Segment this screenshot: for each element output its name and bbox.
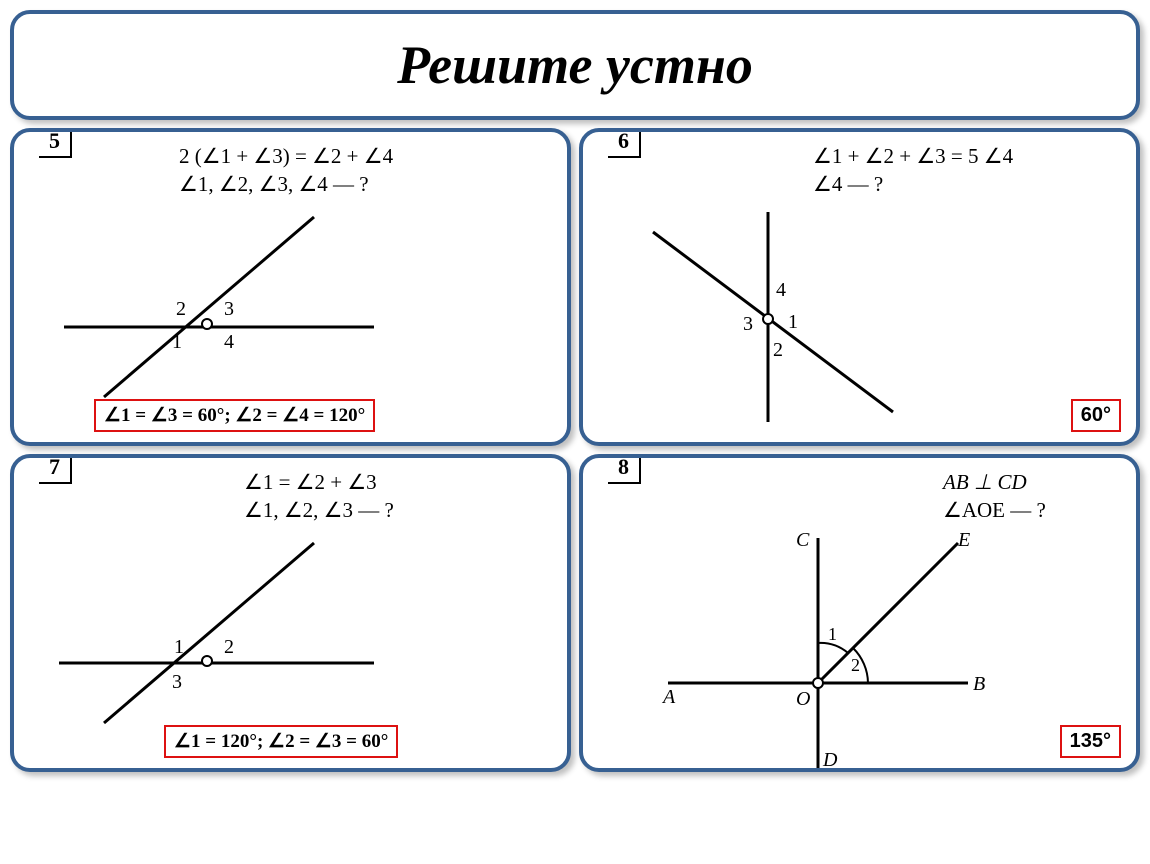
title-box: Решите устно <box>10 10 1140 120</box>
svg-text:3: 3 <box>172 671 182 693</box>
diagram-7: 1 2 3 <box>44 533 404 733</box>
svg-text:4: 4 <box>776 279 786 301</box>
panel-5: 5 2 (∠1 + ∠3) = ∠2 + ∠4 ∠1, ∠2, ∠3, ∠4 —… <box>10 128 571 446</box>
svg-text:1: 1 <box>788 311 798 333</box>
diagram-5: 2 3 1 4 <box>44 207 404 407</box>
svg-text:3: 3 <box>743 313 753 335</box>
answer-box: 135° <box>1060 725 1121 758</box>
svg-text:2: 2 <box>224 636 234 658</box>
diagram-6: 4 1 2 3 <box>613 202 933 432</box>
svg-text:E: E <box>957 529 970 551</box>
problem-line: ∠1, ∠2, ∠3 — ? <box>244 498 394 522</box>
svg-text:2: 2 <box>773 339 783 361</box>
svg-text:A: A <box>661 686 676 708</box>
problem-line: AB ⊥ CD <box>943 470 1027 494</box>
panel-7: 7 ∠1 = ∠2 + ∠3 ∠1, ∠2, ∠3 — ? 1 2 3 ∠1 =… <box>10 454 571 772</box>
svg-text:O: O <box>796 688 810 710</box>
svg-text:4: 4 <box>224 331 234 353</box>
svg-text:1: 1 <box>828 624 837 644</box>
problem-text: AB ⊥ CD ∠AOE — ? <box>943 468 1046 525</box>
problem-line: ∠1 + ∠2 + ∠3 = 5 ∠4 <box>813 144 1013 168</box>
problem-line: 2 (∠1 + ∠3) = ∠2 + ∠4 <box>179 144 393 168</box>
panel-number: 5 <box>39 128 72 158</box>
svg-text:2: 2 <box>851 655 860 675</box>
svg-text:2: 2 <box>176 298 186 320</box>
panel-number: 6 <box>608 128 641 158</box>
answer-box: 60° <box>1071 399 1121 432</box>
panel-8: 8 AB ⊥ CD ∠AOE — ? A B C D E O 1 2 135° <box>579 454 1140 772</box>
answer-box: ∠1 = 120°; ∠2 = ∠3 = 60° <box>164 725 398 758</box>
svg-text:C: C <box>796 529 810 551</box>
svg-text:1: 1 <box>172 331 182 353</box>
panel-6: 6 ∠1 + ∠2 + ∠3 = 5 ∠4 ∠4 — ? 4 1 2 3 60° <box>579 128 1140 446</box>
problem-line: ∠1, ∠2, ∠3, ∠4 — ? <box>179 172 369 196</box>
svg-text:B: B <box>973 673 985 695</box>
panel-grid: 5 2 (∠1 + ∠3) = ∠2 + ∠4 ∠1, ∠2, ∠3, ∠4 —… <box>10 128 1140 772</box>
problem-text: ∠1 = ∠2 + ∠3 ∠1, ∠2, ∠3 — ? <box>244 468 394 525</box>
panel-number: 7 <box>39 454 72 484</box>
svg-text:3: 3 <box>224 298 234 320</box>
svg-text:1: 1 <box>174 636 184 658</box>
problem-line: ∠4 — ? <box>813 172 883 196</box>
problem-line: ∠1 = ∠2 + ∠3 <box>244 470 377 494</box>
page-title: Решите устно <box>44 34 1106 96</box>
diagram-8: A B C D E O 1 2 <box>638 518 1018 768</box>
problem-text: 2 (∠1 + ∠3) = ∠2 + ∠4 ∠1, ∠2, ∠3, ∠4 — ? <box>179 142 393 199</box>
svg-text:D: D <box>822 749 838 768</box>
answer-box: ∠1 = ∠3 = 60°; ∠2 = ∠4 = 120° <box>94 399 375 432</box>
panel-number: 8 <box>608 454 641 484</box>
problem-text: ∠1 + ∠2 + ∠3 = 5 ∠4 ∠4 — ? <box>813 142 1013 199</box>
